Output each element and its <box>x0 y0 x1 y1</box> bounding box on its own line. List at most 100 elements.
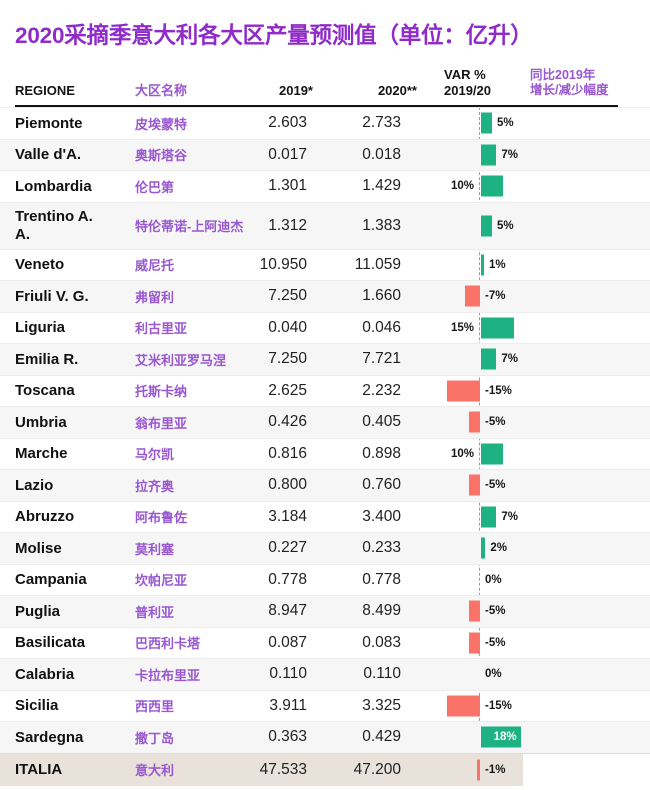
var-bar-cell: 1% <box>477 250 650 281</box>
negative-var-bar <box>469 600 480 622</box>
region-name-cn: 利古里亚 <box>135 321 188 337</box>
table-row-marche: Marche 马尔凯 0.816 0.898 10% <box>0 437 650 470</box>
region-name-cn: 撒丁岛 <box>135 730 175 746</box>
region-name: Liguria <box>15 319 66 337</box>
value-2019: 2.625 <box>268 381 307 399</box>
region-name-cn: 翁布里亚 <box>135 415 188 431</box>
column-header-regione: REGIONE <box>15 82 75 98</box>
negative-var-bar <box>469 411 480 433</box>
value-2020: 8.499 <box>362 602 401 620</box>
table-row-sardegna: Sardegna 撒丁岛 0.363 0.429 18% <box>0 721 650 753</box>
region-name: Calabria <box>15 665 75 683</box>
page-title: 2020采摘季意大利各大区产量预测值（单位：亿升） <box>15 23 533 48</box>
positive-var-bar <box>481 317 514 339</box>
var-label: 0% <box>485 573 502 586</box>
positive-var-bar <box>481 726 521 748</box>
positive-var-bar <box>481 144 497 166</box>
var-label: -1% <box>485 763 506 776</box>
region-name-cn: 卡拉布里亚 <box>135 667 201 683</box>
region-name: Friuli V. G. <box>15 287 89 305</box>
value-2020: 0.429 <box>362 728 401 746</box>
var-label: -15% <box>485 699 512 712</box>
value-2020: 0.046 <box>362 318 401 336</box>
value-2019: 47.533 <box>259 760 307 778</box>
var-label: 7% <box>501 353 519 366</box>
var-label: -5% <box>485 636 506 649</box>
var-label: 7% <box>501 148 519 161</box>
table-row-calabria: Calabria 卡拉布里亚 0.110 0.110 0% <box>0 658 650 690</box>
table-row-lazio: Lazio 拉齐奥 0.800 0.760 -5% <box>0 469 650 501</box>
var-bar-cell: 7% <box>477 502 650 533</box>
value-2019: 7.250 <box>268 350 307 368</box>
value-2020: 0.760 <box>362 476 401 494</box>
negative-var-bar <box>477 759 480 780</box>
var-label: -15% <box>485 384 512 397</box>
positive-var-bar <box>481 537 486 559</box>
negative-var-bar <box>464 285 480 307</box>
value-2019: 7.250 <box>268 287 307 305</box>
var-bar-cell: -15% <box>447 691 650 722</box>
value-2020: 7.721 <box>362 350 401 368</box>
value-2020: 3.400 <box>362 507 401 525</box>
var-label: 5% <box>497 219 514 232</box>
var-bar-cell <box>477 439 650 470</box>
value-2019: 3.911 <box>269 696 307 714</box>
value-2020: 0.018 <box>362 145 401 163</box>
region-name: Piemonte <box>15 114 83 132</box>
region-name-cn: 马尔凯 <box>135 447 175 463</box>
table-row-abruzzo: Abruzzo 阿布鲁佐 3.184 3.400 7% <box>0 500 650 533</box>
var-label: -5% <box>485 479 506 492</box>
region-name-cn: 特伦蒂诺-上阿迪杰 <box>135 219 244 234</box>
table-row-campania: Campania 坎帕尼亚 0.778 0.778 0% <box>0 563 650 596</box>
value-2019: 2.603 <box>268 114 307 132</box>
var-label: 18% <box>493 731 517 744</box>
positive-var-bar <box>481 112 492 134</box>
value-2019: 1.301 <box>268 177 307 195</box>
region-name: Veneto <box>15 256 65 274</box>
region-name-cn: 拉齐奥 <box>135 478 175 494</box>
var-label: 5% <box>497 117 514 130</box>
value-2020: 47.200 <box>353 760 401 778</box>
positive-var-bar <box>481 506 497 528</box>
region-name-cn: 莫利塞 <box>135 541 175 557</box>
region-name: ITALIA <box>15 760 63 778</box>
value-2020: 1.429 <box>362 177 401 195</box>
region-name-cn: 巴西利卡塔 <box>135 636 201 652</box>
table-row-piemonte: Piemonte 皮埃蒙特 2.603 2.733 5% <box>0 107 650 139</box>
var-bar-cell: -15% <box>447 376 650 407</box>
value-2019: 3.184 <box>268 507 307 525</box>
positive-var-bar <box>481 215 492 236</box>
table-row-sicilia: Sicilia 西西里 3.911 3.325 -15% <box>0 689 650 722</box>
region-name: Basilicata <box>15 634 86 652</box>
column-header-yoy: 同比2019年 增长/减少幅度 <box>530 67 609 98</box>
var-bar-cell: 5% <box>477 108 650 139</box>
region-name: Molise <box>15 539 62 557</box>
value-2020: 3.325 <box>362 696 401 714</box>
region-name-cn: 艾米利亚罗马涅 <box>135 352 227 368</box>
value-2020: 2.232 <box>362 381 401 399</box>
var-label: -7% <box>485 290 506 303</box>
var-label: 2% <box>490 542 508 555</box>
value-2020: 0.233 <box>362 539 401 557</box>
region-name: Lombardia <box>15 177 92 195</box>
region-name: Trentino A. A. <box>15 208 93 243</box>
header-divider <box>15 105 618 107</box>
region-name: Marche <box>15 445 68 463</box>
value-2020: 0.405 <box>362 413 401 431</box>
region-name: Puglia <box>15 602 61 620</box>
column-header-region-cn: 大区名称 <box>135 82 188 98</box>
var-bar-cell: -5% <box>469 470 650 501</box>
negative-var-bar <box>447 380 480 402</box>
region-name-cn: 弗留利 <box>135 289 175 305</box>
value-2020: 0.778 <box>362 570 401 588</box>
positive-var-bar <box>481 348 497 370</box>
region-name-cn: 阿布鲁佐 <box>135 510 188 526</box>
region-name: Sardegna <box>15 728 84 746</box>
var-bar-cell: 0% <box>477 659 650 690</box>
table-row-puglia: Puglia 普利亚 8.947 8.499 -5% <box>0 595 650 627</box>
region-name-cn: 奥斯塔谷 <box>135 148 188 164</box>
region-name-cn: 坎帕尼亚 <box>135 573 188 589</box>
column-header-2019: 2019* <box>279 82 313 98</box>
positive-var-bar <box>481 443 503 465</box>
